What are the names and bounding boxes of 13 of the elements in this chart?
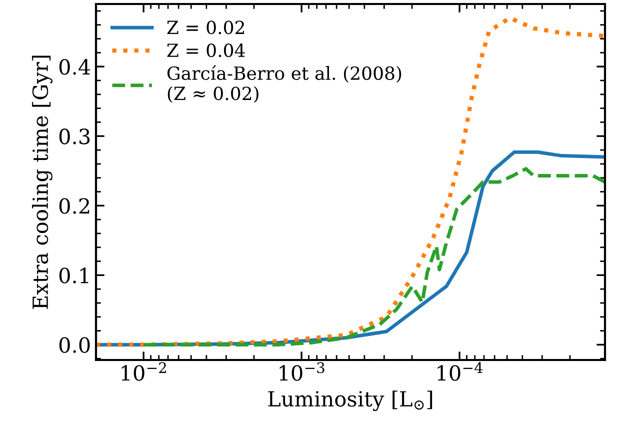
legend-label: Z = 0.04	[167, 43, 245, 58]
y-tick-label: 0.2	[59, 198, 90, 214]
y-tick-label: 0.0	[59, 337, 90, 353]
legend-label: Z = 0.02	[167, 20, 244, 34]
x-tick-label: 10$^{−4}$	[438, 362, 483, 381]
y-tick-label: 0.1	[59, 268, 88, 284]
x-tick-label: 10$^{−2}$	[122, 362, 166, 381]
y-tick-label: 0.3	[59, 128, 90, 144]
y-tick-label: 0.4	[59, 59, 90, 75]
x-tick-label: 10$^{−3}$	[280, 362, 324, 381]
legend-label: García-Berro et al. (2008) (Z ≈ 0.02)	[167, 65, 402, 103]
x-axis-title: Luminosity [L$_{⊙}$]	[268, 390, 432, 412]
y-axis-title: Extra cooling time [Gyr]	[32, 56, 52, 309]
